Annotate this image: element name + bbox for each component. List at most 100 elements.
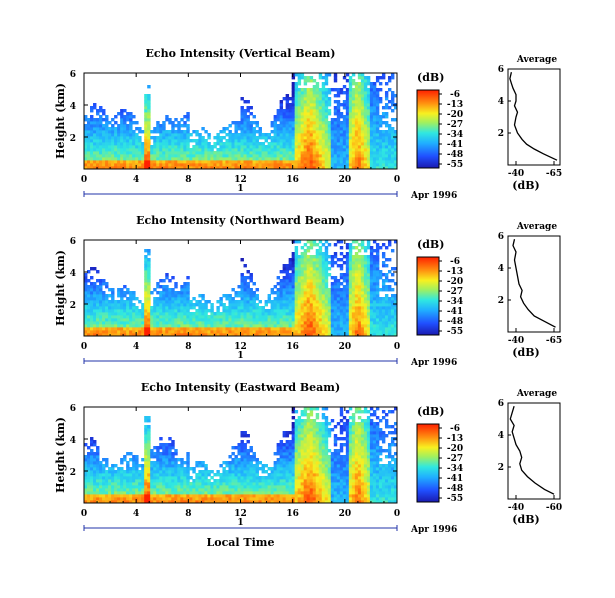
echo-cell [354, 151, 359, 155]
echo-cell [123, 294, 127, 298]
echo-cell [165, 291, 169, 295]
echo-cell [348, 282, 353, 286]
echo-cell [159, 285, 163, 289]
echo-cell [108, 321, 112, 325]
echo-cell [363, 318, 368, 322]
echo-cell [375, 130, 380, 134]
echo-cell [390, 148, 395, 152]
echo-cell [168, 455, 172, 459]
echo-cell [225, 491, 229, 495]
y-axis-label: Height (km) [54, 250, 67, 326]
echo-cell [174, 300, 178, 304]
echo-cell [321, 324, 326, 328]
echo-cell [384, 333, 389, 337]
echo-cell [309, 166, 314, 170]
echo-cell [177, 327, 181, 331]
echo-cell [198, 303, 202, 307]
echo-cell [162, 285, 166, 289]
echo-cell [315, 139, 320, 143]
echo-cell [243, 118, 247, 122]
echo-cell [201, 306, 205, 310]
echo-cell [177, 318, 181, 322]
echo-cell [99, 500, 103, 504]
echo-cell [345, 154, 350, 158]
echo-cell [318, 136, 323, 140]
echo-cell [162, 133, 166, 137]
echo-cell [333, 100, 338, 104]
echo-cell [273, 285, 278, 289]
echo-cell [327, 160, 332, 164]
echo-cell [201, 491, 205, 495]
echo-cell [387, 145, 392, 149]
echo-cell [276, 118, 281, 122]
echo-cell [342, 76, 347, 80]
echo-cell [387, 327, 392, 331]
echo-cell [168, 491, 172, 495]
echo-cell [345, 324, 350, 328]
echo-cell [249, 151, 253, 155]
echo-cell [243, 282, 247, 286]
echo-cell [99, 303, 103, 307]
echo-cell [123, 130, 127, 134]
echo-cell [366, 303, 371, 307]
echo-cell [210, 485, 214, 489]
echo-cell [249, 273, 253, 277]
echo-cell [303, 312, 308, 316]
echo-cell [327, 91, 332, 95]
echo-cell [324, 294, 329, 298]
echo-cell [180, 300, 184, 304]
echo-cell [156, 151, 160, 155]
echo-cell [135, 470, 139, 474]
echo-cell [372, 294, 377, 298]
echo-cell [96, 166, 100, 170]
echo-cell [228, 330, 232, 334]
echo-cell [126, 130, 130, 134]
echo-cell [183, 163, 187, 167]
echo-cell [228, 464, 232, 468]
echo-cell [138, 151, 142, 155]
echo-cell [315, 291, 320, 295]
echo-cell [207, 136, 211, 140]
echo-cell [351, 166, 356, 170]
echo-cell [330, 130, 335, 134]
echo-cell [354, 240, 359, 244]
echo-cell [111, 324, 115, 328]
echo-cell [351, 291, 356, 295]
echo-cell [348, 270, 353, 274]
echo-cell [114, 148, 118, 152]
echo-cell [354, 267, 359, 271]
echo-cell [174, 130, 178, 134]
echo-cell [300, 91, 305, 95]
echo-cell [282, 166, 287, 170]
echo-cell [267, 133, 271, 137]
echo-cell [333, 112, 338, 116]
echo-cell [96, 303, 100, 307]
echo-cell [246, 148, 250, 152]
echo-cell [90, 494, 94, 498]
x-tick-label: 4 [133, 175, 139, 185]
echo-cell [111, 154, 115, 158]
echo-cell [282, 279, 287, 283]
echo-cell [243, 288, 247, 292]
echo-cell [159, 151, 163, 155]
echo-cell [237, 142, 241, 146]
echo-cell [267, 315, 271, 319]
echo-cell [282, 109, 287, 113]
echo-cell [243, 333, 247, 337]
echo-cell [207, 485, 211, 489]
echo-cell [363, 91, 368, 95]
echo-cell [135, 324, 139, 328]
echo-cell [201, 142, 205, 146]
echo-cell [348, 127, 353, 131]
echo-cell [90, 473, 94, 477]
echo-cell [369, 246, 374, 250]
echo-cell [105, 151, 109, 155]
echo-cell [141, 467, 145, 471]
echo-cell [363, 154, 368, 158]
echo-cell [294, 112, 299, 116]
echo-cell [138, 497, 142, 501]
echo-cell [372, 106, 377, 110]
echo-cell [300, 279, 305, 283]
echo-cell [147, 303, 151, 307]
echo-cell [90, 321, 94, 325]
